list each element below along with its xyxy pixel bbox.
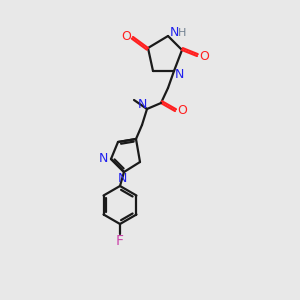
Text: N: N bbox=[174, 68, 184, 80]
Text: O: O bbox=[199, 50, 209, 62]
Text: N: N bbox=[98, 152, 108, 164]
Text: N: N bbox=[169, 26, 179, 38]
Text: O: O bbox=[177, 104, 187, 118]
Text: H: H bbox=[178, 28, 186, 38]
Text: O: O bbox=[121, 29, 131, 43]
Text: F: F bbox=[116, 234, 124, 248]
Text: N: N bbox=[137, 98, 147, 110]
Text: N: N bbox=[117, 172, 127, 185]
